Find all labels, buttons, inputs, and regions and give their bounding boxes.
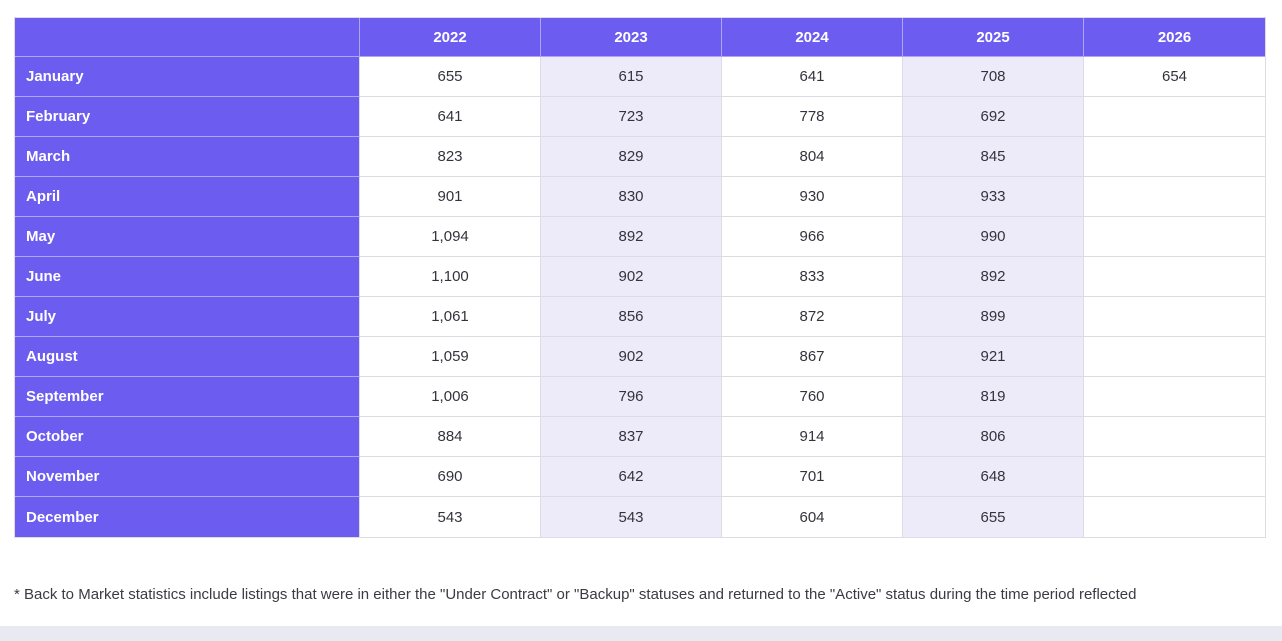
row-header-february: February: [15, 97, 360, 137]
cell-november-2024: 701: [722, 457, 903, 497]
cell-november-2025: 648: [903, 457, 1084, 497]
cell-january-2025: 708: [903, 57, 1084, 97]
cell-june-2022: 1,100: [360, 257, 541, 297]
cell-may-2024: 966: [722, 217, 903, 257]
cell-july-2022: 1,061: [360, 297, 541, 337]
cell-december-2023: 543: [541, 497, 722, 537]
row-header-april: April: [15, 177, 360, 217]
column-header-2025: 2025: [903, 18, 1084, 57]
table-header-row: 2022 2023 2024 2025 2026: [15, 18, 1265, 57]
row-header-march: March: [15, 137, 360, 177]
cell-february-2025: 692: [903, 97, 1084, 137]
table-row-january: January 655 615 641 708 654: [15, 57, 1265, 97]
cell-august-2022: 1,059: [360, 337, 541, 377]
cell-june-2023: 902: [541, 257, 722, 297]
table-row-february: February 641 723 778 692: [15, 97, 1265, 137]
back-to-market-footnote: * Back to Market statistics include list…: [14, 586, 1137, 603]
cell-september-2026: [1084, 377, 1265, 417]
cell-july-2023: 856: [541, 297, 722, 337]
cell-april-2024: 930: [722, 177, 903, 217]
cell-march-2024: 804: [722, 137, 903, 177]
cell-september-2025: 819: [903, 377, 1084, 417]
cell-february-2023: 723: [541, 97, 722, 137]
cell-june-2024: 833: [722, 257, 903, 297]
cell-january-2024: 641: [722, 57, 903, 97]
cell-january-2022: 655: [360, 57, 541, 97]
row-header-october: October: [15, 417, 360, 457]
cell-april-2022: 901: [360, 177, 541, 217]
cell-december-2024: 604: [722, 497, 903, 537]
cell-september-2024: 760: [722, 377, 903, 417]
page-bottom-strip: [0, 626, 1282, 641]
cell-march-2022: 823: [360, 137, 541, 177]
cell-march-2025: 845: [903, 137, 1084, 177]
cell-march-2026: [1084, 137, 1265, 177]
cell-august-2026: [1084, 337, 1265, 377]
cell-october-2024: 914: [722, 417, 903, 457]
table-row-august: August 1,059 902 867 921: [15, 337, 1265, 377]
cell-august-2024: 867: [722, 337, 903, 377]
cell-april-2026: [1084, 177, 1265, 217]
table-row-july: July 1,061 856 872 899: [15, 297, 1265, 337]
cell-august-2025: 921: [903, 337, 1084, 377]
column-header-2023: 2023: [541, 18, 722, 57]
table-row-may: May 1,094 892 966 990: [15, 217, 1265, 257]
row-header-november: November: [15, 457, 360, 497]
row-header-december: December: [15, 497, 360, 537]
table-row-september: September 1,006 796 760 819: [15, 377, 1265, 417]
row-header-july: July: [15, 297, 360, 337]
cell-october-2025: 806: [903, 417, 1084, 457]
cell-april-2025: 933: [903, 177, 1084, 217]
cell-september-2022: 1,006: [360, 377, 541, 417]
back-to-market-statistics-table: 2022 2023 2024 2025 2026 January 655 615 641 708…: [14, 17, 1266, 538]
cell-may-2022: 1,094: [360, 217, 541, 257]
column-header-2026: 2026: [1084, 18, 1265, 57]
back-to-market-table-container: 2022 2023 2024 2025 2026 January 655 615 641 708…: [14, 17, 1266, 538]
row-header-june: June: [15, 257, 360, 297]
cell-december-2025: 655: [903, 497, 1084, 537]
cell-october-2022: 884: [360, 417, 541, 457]
cell-may-2025: 990: [903, 217, 1084, 257]
table-row-december: December 543 543 604 655: [15, 497, 1265, 537]
cell-may-2023: 892: [541, 217, 722, 257]
cell-june-2025: 892: [903, 257, 1084, 297]
row-header-may: May: [15, 217, 360, 257]
cell-june-2026: [1084, 257, 1265, 297]
column-header-2024: 2024: [722, 18, 903, 57]
cell-july-2024: 872: [722, 297, 903, 337]
cell-november-2026: [1084, 457, 1265, 497]
cell-november-2022: 690: [360, 457, 541, 497]
row-header-september: September: [15, 377, 360, 417]
cell-january-2023: 615: [541, 57, 722, 97]
cell-december-2022: 543: [360, 497, 541, 537]
table-row-october: October 884 837 914 806: [15, 417, 1265, 457]
row-header-august: August: [15, 337, 360, 377]
table-corner-cell: [15, 18, 360, 57]
cell-may-2026: [1084, 217, 1265, 257]
column-header-2022: 2022: [360, 18, 541, 57]
table-row-march: March 823 829 804 845: [15, 137, 1265, 177]
cell-november-2023: 642: [541, 457, 722, 497]
cell-february-2022: 641: [360, 97, 541, 137]
table-row-april: April 901 830 930 933: [15, 177, 1265, 217]
cell-april-2023: 830: [541, 177, 722, 217]
table-row-june: June 1,100 902 833 892: [15, 257, 1265, 297]
cell-july-2026: [1084, 297, 1265, 337]
cell-january-2026: 654: [1084, 57, 1265, 97]
cell-october-2023: 837: [541, 417, 722, 457]
cell-february-2024: 778: [722, 97, 903, 137]
cell-december-2026: [1084, 497, 1265, 537]
cell-february-2026: [1084, 97, 1265, 137]
row-header-january: January: [15, 57, 360, 97]
cell-july-2025: 899: [903, 297, 1084, 337]
cell-september-2023: 796: [541, 377, 722, 417]
cell-october-2026: [1084, 417, 1265, 457]
cell-march-2023: 829: [541, 137, 722, 177]
table-row-november: November 690 642 701 648: [15, 457, 1265, 497]
cell-august-2023: 902: [541, 337, 722, 377]
